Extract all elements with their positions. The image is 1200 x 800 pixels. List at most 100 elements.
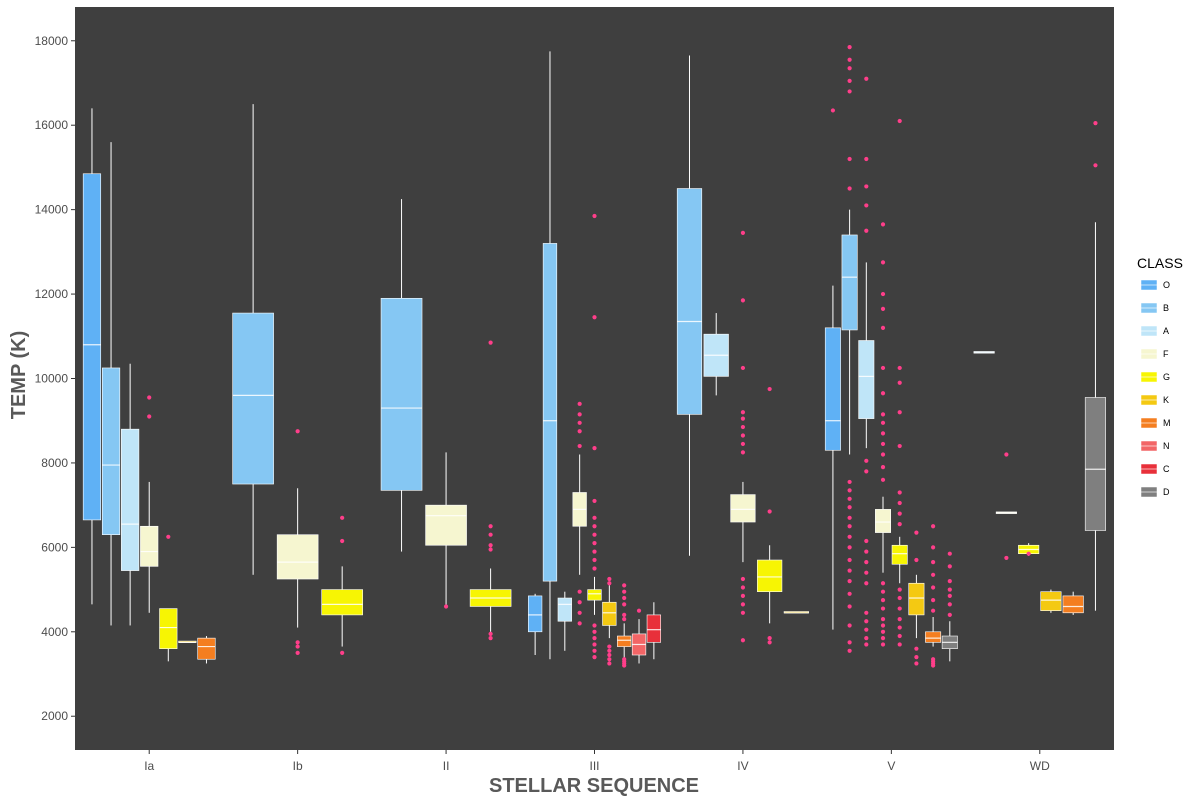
- outlier-point: [488, 532, 493, 537]
- y-tick-label: 18000: [35, 34, 69, 48]
- outlier-point: [592, 524, 597, 529]
- legend-item-M: M: [1140, 416, 1171, 430]
- outlier-point: [740, 416, 746, 421]
- box-V-A: [858, 76, 875, 647]
- outlier-point: [488, 547, 493, 552]
- outlier-point: [592, 549, 597, 554]
- y-tick-label: 10000: [35, 372, 69, 386]
- outlier-point: [897, 617, 902, 622]
- outlier-point: [880, 306, 886, 311]
- outlier-point: [847, 545, 852, 550]
- outlier-point: [577, 429, 582, 434]
- outlier-point: [897, 587, 902, 592]
- box-WD-A: [973, 351, 995, 354]
- x-tick-label: V: [887, 759, 895, 773]
- outlier-point: [897, 118, 902, 124]
- outlier-point: [1026, 551, 1031, 556]
- outlier-point: [577, 412, 582, 417]
- outlier-point: [607, 581, 612, 586]
- box-III-A: [557, 591, 572, 651]
- outlier-point: [622, 612, 627, 618]
- legend-item-N: N: [1140, 439, 1170, 453]
- outlier-point: [740, 365, 746, 371]
- outlier-point: [847, 604, 852, 609]
- outlier-point: [947, 579, 952, 584]
- outlier-point: [880, 452, 886, 457]
- outlier-point: [880, 477, 886, 482]
- outlier-point: [880, 642, 886, 647]
- outlier-point: [897, 642, 902, 647]
- outlier-point: [295, 640, 300, 645]
- box-body: [646, 614, 661, 643]
- outlier-point: [897, 633, 902, 639]
- outlier-point: [847, 505, 852, 510]
- outlier-point: [1004, 452, 1009, 457]
- outlier-point: [931, 608, 936, 613]
- box-body: [557, 597, 572, 622]
- box-V-K: [908, 530, 925, 666]
- outlier-point: [592, 642, 597, 647]
- box-body: [197, 637, 216, 660]
- outlier-point: [767, 636, 772, 641]
- box-III-B: [542, 51, 558, 660]
- outlier-point: [847, 78, 852, 83]
- y-tick-label: 6000: [41, 540, 68, 554]
- outlier-point: [864, 619, 869, 624]
- outlier-point: [767, 640, 772, 645]
- x-axis: Ia Ib II III IV V WD: [144, 750, 1050, 773]
- y-tick-label: 16000: [35, 118, 69, 132]
- box-V-G: [891, 118, 908, 647]
- box-II-B: [380, 199, 423, 552]
- outlier-point: [880, 589, 886, 594]
- outlier-point: [607, 644, 612, 649]
- box-Ia-O: [82, 108, 102, 605]
- box-body: [380, 297, 423, 491]
- box-body: [542, 243, 558, 582]
- outlier-point: [592, 629, 597, 634]
- outlier-point: [864, 560, 869, 565]
- x-tick-label: II: [443, 759, 450, 773]
- outlier-point: [488, 524, 493, 529]
- outlier-point: [847, 66, 852, 71]
- outlier-point: [897, 511, 902, 516]
- outlier-point: [592, 532, 597, 537]
- legend-title: CLASS: [1137, 255, 1183, 271]
- outlier-point: [931, 545, 936, 550]
- outlier-point: [880, 391, 886, 396]
- x-tick-label: Ib: [293, 759, 303, 773]
- outlier-point: [295, 650, 300, 656]
- outlier-point: [592, 648, 597, 653]
- outlier-point: [897, 410, 902, 415]
- legend: CLASS O B A F G K M N C D: [1137, 255, 1183, 499]
- box-body: [841, 234, 858, 331]
- box-WD-M: [1062, 591, 1084, 615]
- outlier-point: [740, 576, 746, 582]
- box-body: [824, 327, 841, 451]
- outlier-point: [1093, 163, 1098, 168]
- outlier-point: [340, 515, 345, 520]
- outlier-point: [740, 610, 746, 615]
- outlier-point: [897, 606, 902, 611]
- legend-item-C: C: [1140, 462, 1170, 476]
- x-tick-label: WD: [1030, 759, 1050, 773]
- outlier-point: [488, 631, 493, 637]
- legend-label: G: [1163, 372, 1170, 382]
- outlier-point: [1004, 555, 1009, 561]
- outlier-point: [864, 184, 869, 189]
- outlier-point: [488, 543, 493, 548]
- box-body: [528, 595, 543, 633]
- outlier-point: [636, 608, 642, 613]
- outlier-point: [864, 156, 869, 162]
- outlier-point: [947, 593, 952, 599]
- outlier-point: [880, 598, 886, 603]
- outlier-point: [931, 560, 936, 565]
- outlier-point: [577, 443, 582, 449]
- outlier-point: [577, 621, 582, 626]
- outlier-point: [592, 315, 597, 320]
- legend-label: A: [1163, 326, 1169, 336]
- legend-label: N: [1163, 441, 1170, 451]
- outlier-point: [847, 57, 852, 62]
- outlier-point: [880, 629, 886, 634]
- outlier-point: [847, 156, 852, 162]
- outlier-point: [740, 638, 746, 643]
